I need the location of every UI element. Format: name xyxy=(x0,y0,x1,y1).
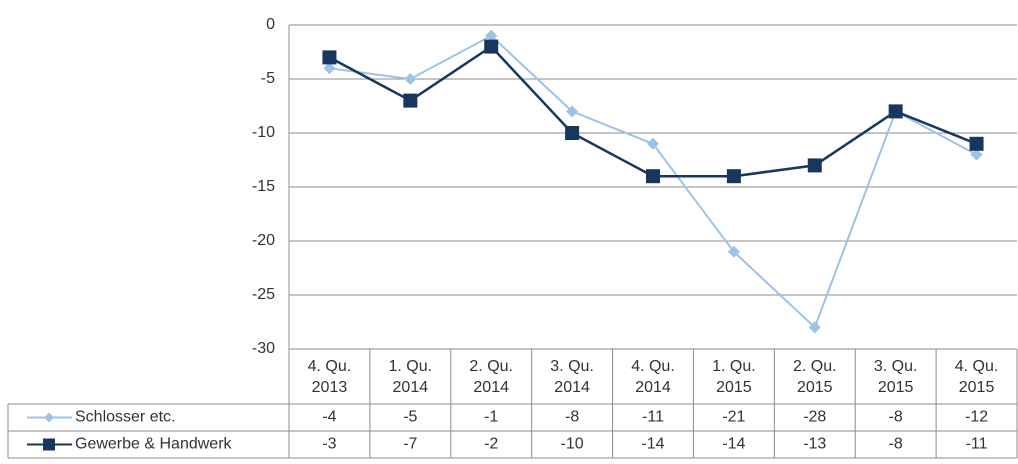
marker xyxy=(727,245,740,258)
marker xyxy=(566,105,579,118)
y-tick-label: 0 xyxy=(266,16,275,33)
table-value: -12 xyxy=(965,409,988,426)
x-tick-label: 4. Qu. 2014 xyxy=(613,349,694,404)
y-tick-label: -25 xyxy=(252,286,275,303)
marker xyxy=(323,62,336,75)
table-value: -7 xyxy=(403,436,417,453)
table-value: -28 xyxy=(803,409,826,426)
marker xyxy=(970,148,983,161)
table-value: -11 xyxy=(642,409,664,426)
table-value: -13 xyxy=(803,436,826,453)
legend-label: Schlosser etc. xyxy=(75,409,175,426)
x-tick-label: 3. Qu. 2014 xyxy=(532,349,613,404)
category-text: 4. Qu. 2013 xyxy=(307,357,352,396)
y-tick-label: -15 xyxy=(252,178,275,195)
legend-marker xyxy=(44,412,54,423)
table-value: -8 xyxy=(889,436,903,453)
category-text: 3. Qu. 2014 xyxy=(550,357,594,396)
category-text: 3. Qu. 2015 xyxy=(873,357,918,396)
table-value: -11 xyxy=(966,436,988,453)
table-value: -10 xyxy=(561,436,584,453)
table-value: -8 xyxy=(889,409,903,426)
category-text: 2. Qu. 2015 xyxy=(792,357,837,396)
category-text: 1. Qu. 2015 xyxy=(712,357,756,396)
marker xyxy=(888,104,903,119)
table-value: -2 xyxy=(484,436,498,453)
marker xyxy=(565,126,580,140)
marker xyxy=(404,73,417,85)
x-tick-label: 3. Qu. 2015 xyxy=(855,349,936,404)
x-tick-label: 1. Qu. 2014 xyxy=(370,349,451,404)
y-tick-label: -30 xyxy=(252,340,275,357)
marker xyxy=(647,137,659,150)
x-tick-label: 2. Qu. 2015 xyxy=(774,349,855,404)
marker xyxy=(808,321,821,334)
marker xyxy=(726,169,741,184)
marker xyxy=(807,158,822,173)
marker xyxy=(485,29,498,42)
y-tick-label: -20 xyxy=(252,232,275,249)
table-value: -14 xyxy=(722,436,745,453)
marker xyxy=(484,39,499,54)
category-text: 2. Qu. 2014 xyxy=(469,357,513,396)
x-tick-label: 1. Qu. 2015 xyxy=(693,349,774,404)
table-value: -1 xyxy=(484,409,498,426)
legend-label: Gewerbe & Handwerk xyxy=(75,436,233,453)
marker xyxy=(969,136,984,151)
category-text: 4. Qu. 2015 xyxy=(954,357,999,396)
y-tick-label: -5 xyxy=(261,70,275,87)
table-value: -14 xyxy=(641,436,664,453)
table-value: -5 xyxy=(403,409,417,426)
category-text: 1. Qu. 2014 xyxy=(388,357,433,396)
table-value: -4 xyxy=(322,409,336,426)
marker xyxy=(646,169,660,184)
legend-marker xyxy=(43,438,55,451)
marker xyxy=(403,93,418,108)
category-text: 4. Qu. 2014 xyxy=(631,357,675,396)
table-value: -21 xyxy=(722,409,745,426)
table-value: -3 xyxy=(322,436,336,453)
y-tick-label: -10 xyxy=(252,124,275,141)
x-tick-label: 4. Qu. 2015 xyxy=(936,349,1017,404)
table-value: -8 xyxy=(565,409,579,426)
x-tick-label: 2. Qu. 2014 xyxy=(451,349,532,404)
marker xyxy=(322,50,337,65)
x-tick-label: 4. Qu. 2013 xyxy=(289,349,370,404)
